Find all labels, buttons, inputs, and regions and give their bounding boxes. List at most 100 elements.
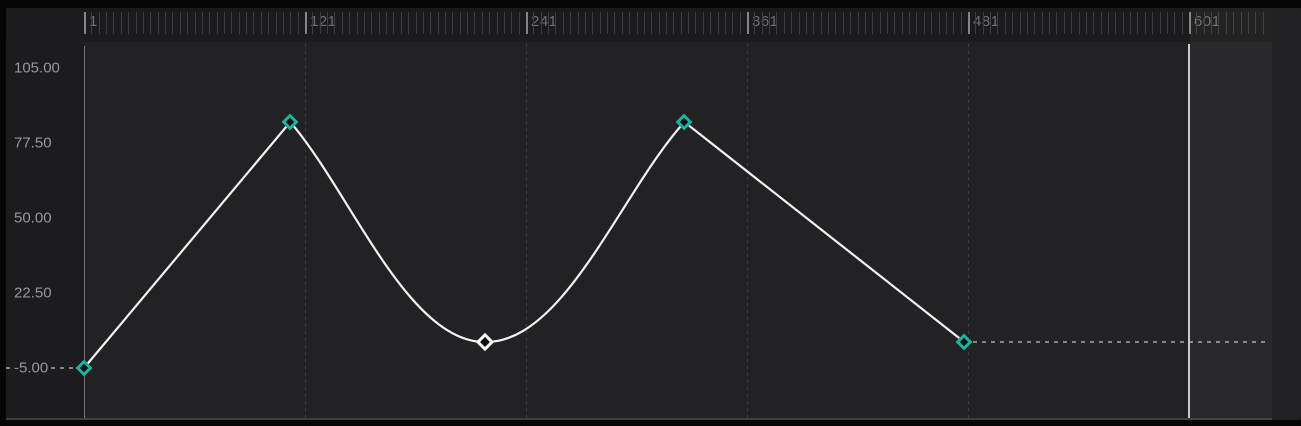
y-axis-label: -5.00	[12, 359, 51, 377]
ruler-minor-tick	[386, 12, 388, 34]
ruler-minor-tick	[1211, 12, 1213, 34]
ruler-minor-tick	[142, 12, 144, 34]
keyframe-editor-panel: 1 121 241 361 481 601 105.00 77.50 50.00 22.5…	[6, 8, 1272, 420]
ruler-minor-tick	[503, 12, 505, 34]
ruler-minor-tick	[201, 12, 203, 34]
ruler-minor-tick	[680, 12, 682, 34]
ruler-minor-tick	[511, 12, 513, 34]
plot-background	[84, 42, 1272, 420]
ruler-minor-tick	[1012, 12, 1014, 34]
ruler-minor-tick	[673, 12, 675, 34]
ruler-minor-tick	[452, 12, 454, 34]
ruler-minor-tick	[378, 12, 380, 34]
ruler-minor-tick	[710, 12, 712, 34]
ruler-minor-tick	[592, 12, 594, 34]
ruler-minor-tick	[555, 12, 557, 34]
vertical-gridline	[968, 44, 970, 420]
ruler-minor-tick	[1240, 12, 1242, 34]
timeline-ruler[interactable]: 1 121 241 361 481 601	[6, 8, 1272, 42]
ruler-minor-tick	[216, 12, 218, 34]
ruler-frame-label: 601	[1194, 13, 1221, 30]
ruler-minor-tick	[172, 12, 174, 34]
ruler-minor-tick	[857, 12, 859, 34]
ruler-minor-tick	[798, 12, 800, 34]
ruler-minor-tick	[629, 12, 631, 34]
ruler-minor-tick	[1100, 12, 1102, 34]
ruler-minor-tick	[474, 12, 476, 34]
ruler-frame-label: 1	[89, 13, 98, 30]
ruler-minor-tick	[599, 12, 601, 34]
ruler-minor-tick	[621, 12, 623, 34]
playhead-line[interactable]	[1188, 44, 1191, 418]
ruler-minor-tick	[165, 12, 167, 34]
ruler-minor-tick	[916, 12, 918, 34]
ruler-minor-tick	[98, 12, 100, 34]
ruler-minor-tick	[444, 12, 446, 34]
ruler-minor-tick	[879, 12, 881, 34]
ruler-minor-tick	[393, 12, 395, 34]
ruler-minor-tick	[886, 12, 888, 34]
ruler-minor-tick	[106, 12, 108, 34]
ruler-minor-tick	[408, 12, 410, 34]
ruler-minor-tick	[717, 12, 719, 34]
ruler-minor-tick	[1063, 12, 1065, 34]
ruler-minor-tick	[268, 12, 270, 34]
ruler-minor-tick	[349, 12, 351, 34]
ruler-minor-tick	[496, 12, 498, 34]
ruler-minor-tick	[422, 12, 424, 34]
y-axis-label: 105.00	[12, 59, 62, 77]
ruler-minor-tick	[467, 12, 469, 34]
ruler-minor-tick	[1056, 12, 1058, 34]
ruler-frame-label: 361	[752, 13, 779, 30]
ruler-minor-tick	[1026, 12, 1028, 34]
ruler-minor-tick	[231, 12, 233, 34]
ruler-minor-tick	[334, 12, 336, 34]
ruler-minor-tick	[1041, 12, 1043, 34]
curve-plot-area[interactable]: 105.00 77.50 50.00 22.50 -5.00	[6, 42, 1272, 420]
ruler-minor-tick	[194, 12, 196, 34]
ruler-minor-tick	[1115, 12, 1117, 34]
ruler-minor-tick	[850, 12, 852, 34]
ruler-minor-tick	[223, 12, 225, 34]
ruler-minor-tick	[312, 12, 314, 34]
y-axis-label: 22.50	[12, 284, 54, 302]
panel-bottom-border	[6, 418, 1272, 420]
ruler-minor-tick	[982, 12, 984, 34]
ruler-minor-tick	[1122, 12, 1124, 34]
ruler-minor-tick	[209, 12, 211, 34]
ruler-minor-tick	[518, 12, 520, 34]
ruler-minor-tick	[187, 12, 189, 34]
y-axis-label: 50.00	[12, 209, 54, 227]
ruler-minor-tick	[1085, 12, 1087, 34]
ruler-minor-tick	[489, 12, 491, 34]
ruler-minor-tick	[1218, 12, 1220, 34]
ruler-minor-tick	[909, 12, 911, 34]
ruler-minor-tick	[813, 12, 815, 34]
ruler-minor-tick	[1078, 12, 1080, 34]
ruler-frame-label: 481	[973, 13, 1000, 30]
ruler-minor-tick	[282, 12, 284, 34]
ruler-minor-tick	[820, 12, 822, 34]
ruler-minor-tick	[341, 12, 343, 34]
ruler-minor-tick	[1137, 12, 1139, 34]
ruler-minor-tick	[872, 12, 874, 34]
ruler-minor-tick	[754, 12, 756, 34]
ruler-minor-tick	[577, 12, 579, 34]
ruler-minor-tick	[1225, 12, 1227, 34]
ruler-frame-label: 241	[531, 13, 558, 30]
ruler-minor-tick	[128, 12, 130, 34]
ruler-minor-tick	[1159, 12, 1161, 34]
ruler-minor-tick	[651, 12, 653, 34]
animation-curve[interactable]	[6, 42, 1272, 420]
ruler-minor-tick	[415, 12, 417, 34]
ruler-minor-tick	[1166, 12, 1168, 34]
ruler-minor-tick	[842, 12, 844, 34]
ruler-minor-tick	[953, 12, 955, 34]
ruler-minor-tick	[732, 12, 734, 34]
ruler-minor-tick	[997, 12, 999, 34]
ruler-minor-tick	[739, 12, 741, 34]
ruler-minor-tick	[835, 12, 837, 34]
ruler-minor-tick	[945, 12, 947, 34]
ruler-minor-tick	[238, 12, 240, 34]
